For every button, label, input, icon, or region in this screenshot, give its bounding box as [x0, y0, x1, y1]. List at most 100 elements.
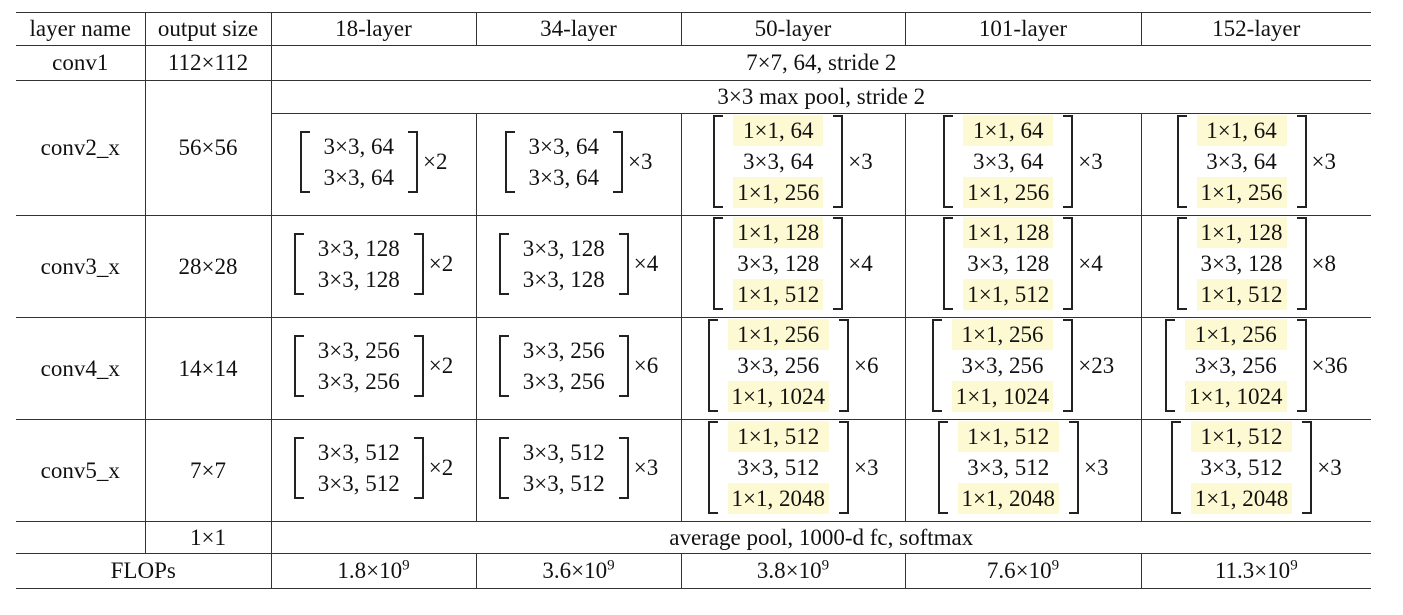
right-bracket — [408, 130, 418, 193]
right-bracket — [413, 232, 424, 295]
conv4-row: conv4_x 14×14 3×3, 256 3×3, 256 ×2 3×3, 25… — [16, 317, 1371, 420]
right-bracket — [618, 334, 629, 397]
block-layers: 1×1, 128 3×3, 128 1×1, 512 — [953, 217, 1063, 310]
bracket-group: 3×3, 512 3×3, 512 — [293, 436, 424, 499]
block-cell: 1×1, 256 3×3, 256 1×1, 1024 ×6 — [680, 317, 906, 420]
flops-exponent: 9 — [1290, 557, 1298, 574]
left-bracket — [713, 115, 724, 208]
right-bracket — [413, 334, 424, 397]
residual-block: 3×3, 256 3×3, 256 ×6 — [498, 334, 658, 397]
highlighted-layer-spec: 1×1, 512 — [957, 421, 1059, 452]
flops-label: FLOPs — [16, 553, 272, 589]
right-bracket — [1296, 217, 1307, 310]
residual-block: 3×3, 64 3×3, 64 ×2 — [299, 130, 447, 193]
residual-block: 3×3, 256 3×3, 256 ×2 — [293, 334, 453, 397]
block-cell: 3×3, 128 3×3, 128 ×2 — [270, 215, 477, 318]
flops-mantissa: 3.8×10 — [756, 558, 822, 583]
layer-spec: 3×3, 64 — [323, 164, 394, 190]
residual-block: 1×1, 512 3×3, 512 1×1, 2048 ×3 — [937, 421, 1109, 514]
block-cell: 3×3, 64 3×3, 64 ×3 — [475, 113, 682, 216]
bracket-group: 1×1, 256 3×3, 256 1×1, 1024 — [707, 319, 849, 412]
residual-block: 3×3, 128 3×3, 128 ×4 — [498, 232, 658, 295]
repeat-count: ×3 — [1084, 454, 1109, 480]
layer-spec: 3×3, 256 — [522, 337, 605, 363]
highlighted-layer-spec: 1×1, 256 — [727, 319, 829, 350]
layer-spec: 3×3, 64 — [743, 149, 814, 174]
layer-spec: 3×3, 512 — [1200, 455, 1283, 480]
header-18-layer: 18-layer — [270, 12, 477, 46]
residual-block: 1×1, 64 3×3, 64 1×1, 256 ×3 — [713, 115, 873, 208]
block-cell: 3×3, 512 3×3, 512 ×2 — [270, 419, 477, 522]
layer-spec: 3×3, 64 — [528, 164, 599, 190]
right-bracket — [839, 421, 849, 514]
block-layers: 3×3, 256 3×3, 256 — [304, 335, 414, 397]
highlighted-layer-spec: 1×1, 2048 — [727, 483, 829, 514]
residual-block: 1×1, 512 3×3, 512 1×1, 2048 ×3 — [707, 421, 878, 514]
block-cell: 1×1, 512 3×3, 512 1×1, 2048 ×3 — [904, 419, 1142, 522]
layer-spec: 3×3, 256 — [317, 368, 400, 394]
highlighted-layer-spec: 1×1, 512 — [1190, 421, 1293, 452]
repeat-count: ×3 — [1311, 148, 1336, 174]
highlighted-layer-spec: 1×1, 64 — [963, 115, 1054, 146]
bracket-group: 3×3, 64 3×3, 64 — [504, 130, 623, 193]
layer-spec: 3×3, 128 — [317, 266, 400, 292]
repeat-count: ×2 — [428, 250, 454, 276]
repeat-count: ×4 — [1078, 250, 1103, 276]
output-size-cell: 14×14 — [144, 317, 272, 420]
highlighted-layer-spec: 1×1, 512 — [727, 421, 829, 452]
layer-spec: 3×3, 256 — [317, 337, 400, 363]
bracket-group: 1×1, 64 3×3, 64 1×1, 256 — [713, 115, 844, 208]
flops-row: FLOPs 1.8×109 3.6×109 3.8×109 7.6×109 11… — [16, 553, 1371, 589]
block-cell: 3×3, 256 3×3, 256 ×6 — [475, 317, 682, 420]
highlighted-layer-spec: 1×1, 256 — [951, 319, 1054, 350]
avg-pool-spec-cell: average pool, 1000-d fc, softmax — [270, 521, 1371, 554]
header-152-layer: 152-layer — [1140, 12, 1371, 46]
repeat-count: ×2 — [428, 454, 454, 480]
layer-spec: 3×3, 512 — [522, 470, 605, 496]
right-bracket — [1296, 319, 1307, 412]
layer-spec: 3×3, 128 — [317, 235, 400, 261]
block-cell: 3×3, 64 3×3, 64 ×2 — [271, 113, 477, 216]
layer-spec: 3×3, 128 — [737, 251, 820, 276]
residual-block: 1×1, 128 3×3, 128 1×1, 512 ×8 — [1176, 217, 1336, 310]
repeat-count: ×3 — [633, 454, 659, 480]
block-cell: 1×1, 512 3×3, 512 1×1, 2048 ×3 — [680, 419, 906, 522]
repeat-count: ×4 — [848, 250, 873, 276]
flops-exponent: 9 — [607, 557, 615, 574]
left-bracket — [299, 130, 310, 193]
layer-spec: 3×3, 512 — [317, 470, 400, 496]
residual-block: 1×1, 256 3×3, 256 1×1, 1024 ×23 — [931, 319, 1114, 412]
left-bracket — [504, 130, 515, 193]
block-layers: 1×1, 512 3×3, 512 1×1, 2048 — [718, 421, 839, 514]
layer-spec: 3×3, 128 — [1200, 251, 1283, 276]
pool-row: conv2_x 56×56 3×3 max pool, stride 2 — [16, 80, 1371, 216]
layer-name-cell: conv2_x — [16, 80, 146, 216]
repeat-count: ×6 — [854, 352, 879, 378]
block-layers: 1×1, 128 3×3, 128 1×1, 512 — [1187, 217, 1297, 310]
left-bracket — [707, 319, 718, 412]
repeat-count: ×3 — [1078, 148, 1103, 174]
right-bracket — [618, 232, 629, 295]
left-bracket — [1176, 115, 1187, 208]
block-cell: 3×3, 128 3×3, 128 ×4 — [475, 215, 682, 318]
conv2-row: 3×3, 64 3×3, 64 ×2 3×3, 64 3×3, 64 ×3 1×1, 6… — [16, 113, 1371, 216]
layer-spec: 3×3, 64 — [973, 149, 1044, 174]
block-layers: 1×1, 256 3×3, 256 1×1, 1024 — [1175, 319, 1296, 412]
highlighted-layer-spec: 1×1, 128 — [1196, 217, 1287, 248]
block-cell: 1×1, 64 3×3, 64 1×1, 256 ×3 — [680, 113, 906, 216]
block-layers: 3×3, 128 3×3, 128 — [509, 233, 619, 295]
block-layers: 1×1, 256 3×3, 256 1×1, 1024 — [942, 319, 1063, 412]
highlighted-layer-spec: 1×1, 2048 — [1190, 483, 1293, 514]
highlighted-layer-spec: 1×1, 512 — [733, 279, 824, 310]
block-cell: 1×1, 128 3×3, 128 1×1, 512 ×8 — [1140, 215, 1371, 318]
bracket-group: 3×3, 128 3×3, 128 — [498, 232, 629, 295]
output-size-cell: 1×1 — [144, 521, 272, 554]
right-bracket — [833, 217, 844, 310]
output-size-cell: 28×28 — [144, 215, 272, 318]
highlighted-layer-spec: 1×1, 256 — [963, 177, 1054, 208]
layer-spec: 3×3, 256 — [961, 353, 1044, 378]
bracket-group: 1×1, 64 3×3, 64 1×1, 256 — [1176, 115, 1307, 208]
repeat-count: ×36 — [1311, 352, 1348, 378]
layer-spec: 3×3, 64 — [1206, 149, 1277, 174]
residual-block: 3×3, 64 3×3, 64 ×3 — [504, 130, 652, 193]
